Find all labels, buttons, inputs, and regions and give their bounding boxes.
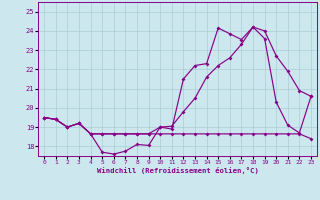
X-axis label: Windchill (Refroidissement éolien,°C): Windchill (Refroidissement éolien,°C) — [97, 167, 259, 174]
